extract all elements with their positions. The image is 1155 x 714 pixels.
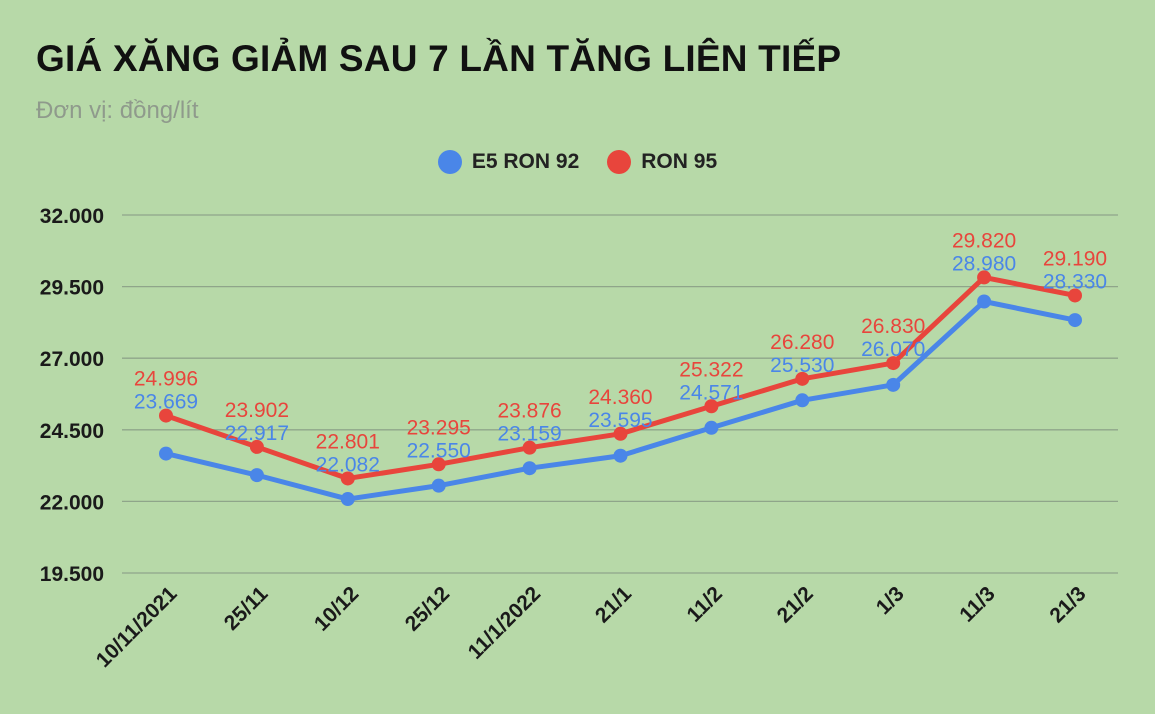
data-point-e5 <box>795 393 810 408</box>
data-label-ron95: 24.360 <box>588 386 652 409</box>
data-label-e5: 22.917 <box>225 422 289 445</box>
data-point-ron95 <box>522 440 537 455</box>
data-point-ron95 <box>340 471 355 486</box>
x-tick-label: 25/12 <box>401 582 454 635</box>
data-label-ron95: 22.801 <box>316 430 380 453</box>
y-tick-label: 29.500 <box>40 277 104 300</box>
data-point-e5 <box>1068 313 1082 328</box>
data-label-e5: 28.330 <box>1043 270 1107 293</box>
legend-item-ron95: RON 95 <box>607 150 717 174</box>
data-point-ron95 <box>886 356 901 371</box>
data-label-e5: 22.082 <box>316 453 380 476</box>
data-label-ron95: 23.876 <box>497 400 561 423</box>
x-tick-label: 1/3 <box>872 582 909 619</box>
data-point-e5 <box>522 461 537 476</box>
x-tick-label: 21/3 <box>1045 582 1090 627</box>
legend-label-ron95: RON 95 <box>641 150 718 173</box>
x-tick-label: 25/11 <box>220 582 273 635</box>
data-point-ron95 <box>795 371 810 386</box>
data-label-e5: 25.530 <box>770 354 834 377</box>
x-tick-label: 10/12 <box>310 582 363 635</box>
legend-dot-e5-icon <box>437 150 462 174</box>
data-label-ron95: 26.280 <box>770 331 834 354</box>
data-label-e5: 26.070 <box>861 338 925 361</box>
x-tick-label: 11/3 <box>955 582 999 626</box>
data-point-ron95 <box>1068 288 1082 303</box>
y-tick-label: 19.500 <box>40 563 104 586</box>
x-tick-label: 21/1 <box>591 582 636 627</box>
data-point-ron95 <box>431 457 446 472</box>
x-tick-label: 11/1/2022 <box>464 582 546 664</box>
data-label-e5: 23.159 <box>497 423 561 446</box>
legend-label-e5: E5 RON 92 <box>471 150 580 173</box>
y-tick-label: 24.500 <box>40 420 104 443</box>
y-tick-label: 32.000 <box>40 205 104 228</box>
data-point-e5 <box>249 468 264 483</box>
legend: E5 RON 92 RON 95 <box>0 150 1155 174</box>
data-point-e5 <box>159 446 173 461</box>
data-point-ron95 <box>613 426 628 441</box>
data-label-ron95: 24.996 <box>134 368 198 391</box>
data-point-e5 <box>704 420 719 435</box>
x-tick-label: 10/11/2021 <box>92 582 182 672</box>
legend-dot-ron95-icon <box>607 150 632 174</box>
data-label-ron95: 26.830 <box>861 315 925 338</box>
data-label-ron95: 25.322 <box>679 358 743 381</box>
chart-subtitle: Đơn vị: đồng/lít <box>36 97 199 124</box>
series-line-ron95 <box>163 274 1078 481</box>
data-point-ron95 <box>704 399 719 414</box>
data-point-e5 <box>977 294 992 309</box>
data-label-e5: 24.571 <box>679 381 743 404</box>
data-point-ron95 <box>159 408 173 423</box>
data-label-e5: 23.669 <box>134 391 198 414</box>
x-tick-label: 11/2 <box>683 582 727 626</box>
data-point-ron95 <box>249 439 264 454</box>
y-tick-label: 27.000 <box>40 348 104 371</box>
legend-item-e5: E5 RON 92 <box>437 150 580 174</box>
x-tick-label: 21/2 <box>773 582 818 627</box>
data-label-e5: 28.980 <box>952 252 1016 275</box>
data-label-ron95: 23.902 <box>225 399 289 422</box>
data-point-e5 <box>340 492 355 507</box>
y-tick-label: 22.000 <box>40 491 104 514</box>
data-label-ron95: 23.295 <box>407 416 471 439</box>
data-point-ron95 <box>977 270 992 285</box>
data-point-e5 <box>613 448 628 463</box>
data-point-e5 <box>431 478 446 493</box>
data-label-e5: 22.550 <box>407 439 471 462</box>
data-point-e5 <box>886 377 901 392</box>
chart-title: GIÁ XĂNG GIẢM SAU 7 LẦN TĂNG LIÊN TIẾP <box>36 38 842 79</box>
data-label-ron95: 29.820 <box>952 229 1016 252</box>
data-label-e5: 23.595 <box>588 409 652 432</box>
data-label-ron95: 29.190 <box>1043 247 1107 270</box>
